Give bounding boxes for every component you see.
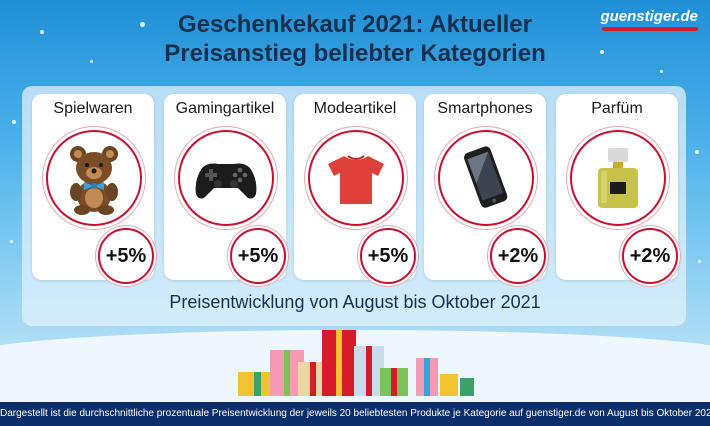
price-change-badge: +5% [98, 228, 154, 284]
category-card-smartphones: Smartphones +2% [424, 94, 546, 284]
snowflake [40, 30, 44, 34]
perfume-icon [598, 148, 638, 208]
snowflake [695, 150, 699, 154]
title-line-1: Geschenkekauf 2021: Aktueller [178, 11, 532, 38]
title-line-2: Preisanstieg beliebter Kategorien [164, 40, 546, 67]
category-label: Gamingartikel [175, 100, 275, 117]
category-label: Modeartikel [313, 100, 397, 117]
snowflake [660, 70, 663, 73]
category-label: Parfüm [591, 100, 643, 117]
category-image-ring [438, 130, 534, 226]
category-image-ring [46, 130, 142, 226]
category-card-gamingartikel: Gamingartikel +5% [164, 94, 286, 284]
page-title: Geschenkekauf 2021: Aktueller Preisansti… [0, 10, 710, 68]
price-change-badge: +2% [490, 228, 546, 284]
snowflake [12, 120, 16, 124]
category-label: Smartphones [437, 100, 533, 117]
category-label: Spielwaren [53, 100, 133, 117]
category-card-parfuem: Parfüm +2% [556, 94, 678, 284]
gamepad-icon [195, 163, 257, 199]
snowflake [698, 260, 701, 263]
price-change-badge: +5% [230, 228, 286, 284]
chart-caption: Preisentwicklung von August bis Oktober … [169, 292, 541, 312]
teddy-bear-icon [70, 146, 118, 215]
brand-logo: guenstiger.de [600, 8, 698, 25]
price-change-badge: +5% [360, 228, 416, 284]
gift-boxes-illustration [238, 330, 474, 396]
category-image-ring [178, 130, 274, 226]
footnote: Dargestellt ist die durchschnittliche pr… [0, 402, 710, 426]
snowflake [90, 60, 93, 63]
smartphone-icon [463, 146, 508, 208]
snowflake [10, 240, 13, 243]
logo-underline [602, 27, 698, 31]
price-change-badge: +2% [622, 228, 678, 284]
category-card-modeartikel: Modeartikel +5% [294, 94, 416, 284]
category-card-spielwaren: Spielwaren [32, 94, 154, 284]
snowflake [140, 22, 145, 27]
tshirt-icon [328, 155, 384, 204]
category-image-ring [570, 130, 666, 226]
category-image-ring [308, 130, 404, 226]
snowflake [600, 50, 604, 54]
